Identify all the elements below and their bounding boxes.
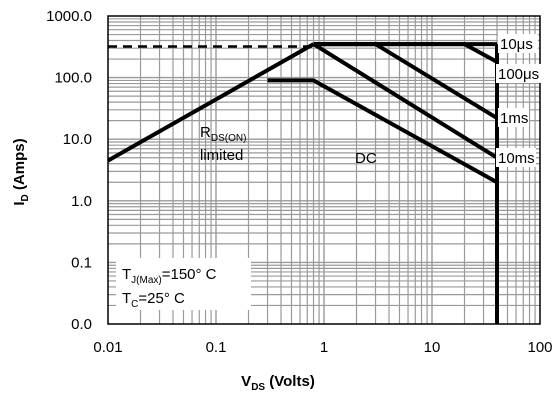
series-label-bg	[496, 148, 536, 167]
series-line-1ms	[313, 42, 499, 120]
series-line-10ms	[312, 42, 499, 160]
y-tick-label: 0.0	[71, 316, 92, 333]
y-tick-labels: 1000.0 100.0 10.0 1.0 0.1 0.0	[46, 8, 92, 333]
series-label: 1ms	[500, 110, 528, 127]
series-labels: 10μs 100μs 1ms 10ms	[496, 34, 545, 167]
series-label: 10ms	[498, 150, 535, 167]
x-axis-label: VDS (Volts)	[241, 373, 315, 393]
y-tick-label: 100.0	[54, 70, 92, 87]
dc-annotation: DC	[355, 150, 377, 167]
x-tick-labels: 0.01 0.1 1 10 100	[93, 339, 552, 356]
plot-frame	[107, 15, 541, 325]
conditions-box	[116, 258, 251, 310]
x-tick-label: 1	[320, 339, 328, 356]
y-axis-label: ID (Amps)	[11, 138, 31, 205]
x-tick-label: 100	[527, 339, 552, 356]
series-label-bg	[498, 34, 538, 53]
curves	[107, 42, 499, 324]
series-label-bg	[496, 64, 545, 83]
rds-limit-line	[107, 42, 315, 163]
tj-annotation: TJ(Max)=150° C	[122, 266, 217, 286]
grid	[108, 16, 540, 324]
series-label: 100μs	[498, 66, 539, 83]
x-tick-label: 0.1	[206, 339, 227, 356]
rds-annotation: RDS(ON)	[200, 124, 246, 144]
x-tick-label: 0.01	[93, 339, 122, 356]
y-tick-label: 10.0	[63, 131, 92, 148]
tc-annotation: TC=25° C	[122, 290, 185, 310]
x-tick-label: 10	[424, 339, 441, 356]
y-tick-label: 1000.0	[46, 8, 92, 25]
series-label: 10μs	[500, 36, 533, 53]
y-tick-label: 0.1	[71, 254, 92, 271]
rds-limited-annotation: limited	[200, 147, 243, 164]
series-label-bg	[498, 108, 529, 127]
series-line-dc	[267, 78, 498, 185]
y-tick-label: 1.0	[71, 193, 92, 210]
